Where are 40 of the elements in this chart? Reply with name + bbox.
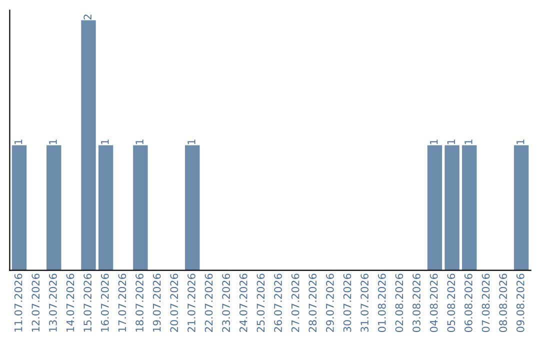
x-tick-label: 19.07.2026	[152, 274, 161, 332]
x-tick-label: 30.07.2026	[343, 274, 352, 332]
x-tick-label: 12.07.2026	[32, 274, 40, 332]
data-label: 1	[49, 140, 57, 144]
x-tick-label: 20.07.2026	[170, 274, 178, 332]
x-tick-label: 06.08.2026	[464, 274, 472, 332]
x-tick-label: 09.08.2026	[516, 274, 524, 332]
x-tick-label: 13.07.2026	[49, 274, 57, 332]
x-tick-label: 26.07.2026	[274, 274, 282, 332]
data-label: 1	[464, 140, 472, 144]
x-tick-label: 15.07.2026	[84, 274, 92, 332]
data-label: 1	[136, 140, 144, 144]
data-label: 2	[84, 14, 92, 20]
data-label: 1	[430, 140, 438, 144]
x-tick-label: 21.07.2026	[188, 274, 196, 332]
x-tick-label: 11.07.2026	[14, 274, 22, 332]
data-label: 1	[447, 140, 455, 144]
x-tick-label: 04.08.2026	[430, 274, 438, 332]
x-tick-label: 24.07.2026	[239, 274, 248, 332]
x-tick-label: 29.07.2026	[326, 274, 334, 332]
x-tick-label: 22.07.2026	[204, 274, 213, 332]
data-label: 1	[14, 140, 22, 144]
x-tick-label: 17.07.2026	[118, 274, 126, 332]
data-label: 1	[516, 140, 524, 144]
x-tick-label: 23.07.2026	[222, 274, 230, 332]
x-tick-label: 05.08.2026	[447, 274, 456, 332]
x-tick-label: 14.07.2026	[66, 274, 74, 332]
x-tick-label: 16.07.2026	[100, 274, 109, 332]
x-tick-label: 02.08.2026	[395, 274, 404, 332]
x-tick-label: 07.08.2026	[482, 274, 490, 332]
x-tick-label: 08.08.2026	[499, 274, 508, 332]
x-tick-label: 18.07.2026	[136, 274, 144, 332]
x-tick-label: 31.07.2026	[360, 274, 369, 332]
x-tick-label: 01.08.2026	[378, 274, 386, 332]
x-tick-label: 25.07.2026	[256, 274, 265, 332]
x-tick-label: 28.07.2026	[308, 274, 317, 332]
x-tick-label: 27.07.2026	[291, 274, 300, 332]
x-tick-label: 03.08.2026	[412, 274, 420, 332]
data-label: 1	[188, 140, 196, 144]
data-label: 1	[101, 140, 109, 144]
